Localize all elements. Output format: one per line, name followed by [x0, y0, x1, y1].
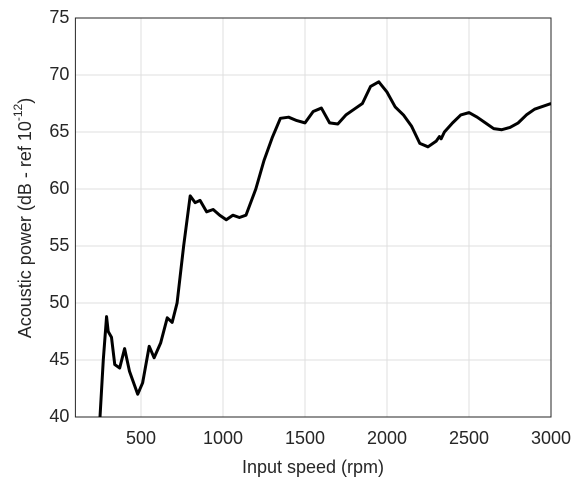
plot-frame: [74, 17, 552, 418]
data-line: [98, 80, 552, 417]
x-tick-label: 2000: [367, 428, 407, 448]
x-tick-label: 2500: [449, 428, 489, 448]
y-tick-label: 45: [49, 349, 69, 369]
x-tick-label: 1500: [285, 428, 325, 448]
y-tick-label: 55: [49, 235, 69, 255]
y-tick-label: 50: [49, 292, 69, 312]
x-tick-label: 500: [126, 428, 156, 448]
y-axis-label: Acoustic power (dB - ref 10-12): [11, 98, 35, 338]
x-axis-label: Input speed (rpm): [242, 457, 384, 477]
y-tick-label: 65: [49, 121, 69, 141]
x-tick-label: 3000: [531, 428, 571, 448]
y-label-sup: -12: [11, 103, 25, 121]
y-tick-label: 75: [49, 7, 69, 27]
x-tick-label: 1000: [203, 428, 243, 448]
y-label-suffix: ): [15, 98, 35, 104]
y-tick-label: 70: [49, 64, 69, 84]
y-tick-label: 40: [49, 406, 69, 426]
y-tick-label: 60: [49, 178, 69, 198]
y-label-text: Acoustic power (dB - ref 10: [15, 121, 35, 338]
